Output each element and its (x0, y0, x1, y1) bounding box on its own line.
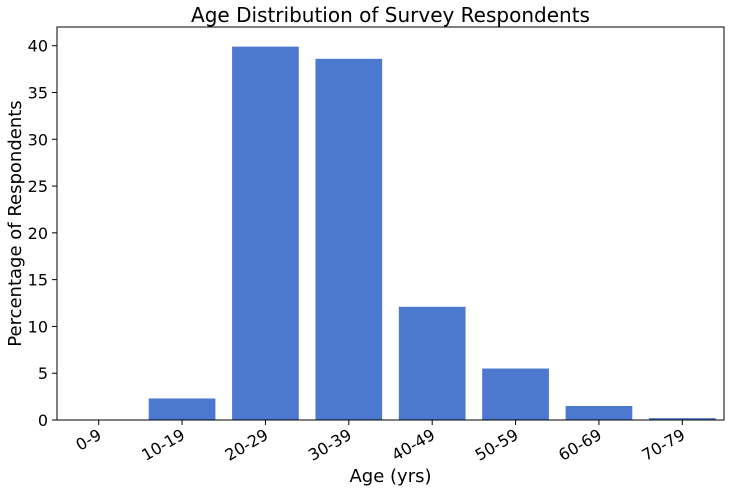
y-tick-label: 15 (28, 271, 48, 290)
bars-group (148, 46, 716, 421)
bar-60-69 (565, 405, 633, 420)
y-axis-label: Percentage of Respondents (5, 100, 26, 346)
x-tick-label: 70-79 (639, 425, 689, 465)
x-axis-ticks: 0-9 10-19 20-29 30-39 40-49 50-59 60-69 70-79 (73, 420, 689, 465)
y-tick-label: 5 (38, 364, 48, 383)
y-axis-ticks: 0 5 10 15 20 25 30 35 40 (28, 37, 57, 430)
y-tick-label: 25 (28, 177, 48, 196)
bar-30-39 (315, 58, 383, 421)
x-tick-label: 30-39 (305, 425, 355, 465)
y-tick-label: 10 (28, 317, 48, 336)
x-tick-label: 40-49 (388, 425, 438, 465)
bar-20-29 (232, 46, 299, 421)
x-tick-label: 20-29 (222, 425, 272, 465)
bar-50-59 (482, 368, 549, 420)
x-tick-label: 50-59 (472, 425, 522, 465)
y-tick-label: 40 (28, 37, 48, 56)
y-tick-label: 0 (38, 411, 48, 430)
x-tick-label: 10-19 (138, 425, 188, 465)
bar-10-19 (148, 398, 216, 420)
y-tick-label: 35 (28, 84, 48, 103)
x-axis-label: Age (yrs) (349, 466, 431, 487)
plot-frame (56, 26, 725, 421)
bar-40-49 (398, 306, 466, 420)
x-tick-label: 0-9 (73, 425, 105, 455)
y-tick-label: 20 (28, 224, 48, 243)
x-tick-label: 60-69 (555, 425, 605, 465)
y-tick-label: 30 (28, 130, 48, 149)
chart-title: Age Distribution of Survey Respondents (191, 3, 590, 27)
bar-70-79 (648, 418, 716, 420)
